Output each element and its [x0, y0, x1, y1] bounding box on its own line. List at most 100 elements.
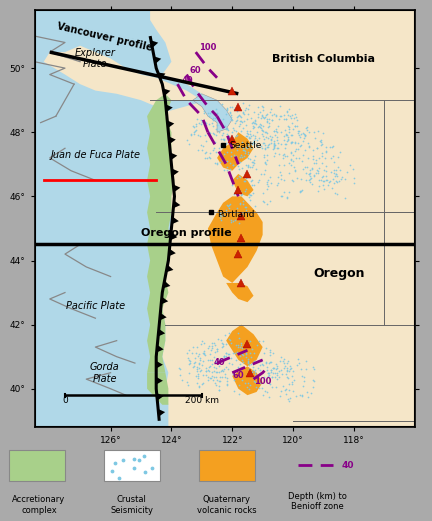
Point: [326, 177, 333, 185]
Point: [280, 359, 287, 367]
Point: [284, 194, 291, 202]
Point: [251, 139, 257, 147]
Polygon shape: [173, 201, 180, 208]
Point: [243, 132, 250, 141]
Point: [235, 171, 242, 180]
Point: [259, 126, 266, 134]
Point: [272, 383, 279, 391]
Point: [278, 128, 285, 136]
Point: [191, 362, 198, 370]
Point: [266, 122, 273, 130]
Point: [306, 166, 313, 174]
Point: [291, 139, 298, 147]
Point: [283, 364, 290, 372]
Point: [250, 373, 257, 381]
Polygon shape: [169, 249, 176, 256]
Point: [253, 382, 260, 391]
Text: Portland: Portland: [217, 210, 254, 219]
Point: [239, 138, 246, 146]
Point: [306, 128, 313, 136]
Point: [300, 129, 307, 138]
Point: [285, 134, 292, 143]
Point: [259, 144, 266, 152]
Point: [264, 184, 270, 193]
Point: [218, 135, 225, 143]
Point: [308, 389, 315, 397]
Point: [260, 373, 267, 381]
Point: [324, 176, 330, 184]
Point: [311, 159, 318, 167]
Point: [199, 337, 206, 345]
Point: [300, 130, 307, 139]
Point: [260, 103, 267, 111]
Polygon shape: [170, 232, 177, 240]
Point: [291, 122, 298, 130]
Point: [223, 374, 230, 382]
Point: [267, 139, 274, 147]
Point: [224, 377, 231, 385]
Point: [213, 147, 219, 156]
Polygon shape: [35, 10, 415, 427]
Point: [223, 139, 230, 147]
Point: [257, 361, 264, 369]
Polygon shape: [172, 168, 179, 176]
Point: [230, 160, 237, 169]
Point: [265, 176, 272, 184]
Point: [315, 182, 322, 191]
Point: [229, 360, 235, 368]
Point: [251, 377, 257, 386]
Point: [243, 115, 250, 123]
Point: [250, 119, 257, 128]
Point: [289, 371, 296, 380]
Point: [217, 212, 224, 220]
Point: [194, 363, 201, 371]
Point: [264, 363, 270, 371]
Point: [197, 366, 203, 375]
Point: [197, 340, 204, 348]
Point: [276, 366, 283, 375]
Point: [273, 128, 280, 136]
Point: [222, 349, 229, 357]
Point: [236, 333, 243, 342]
Point: [260, 391, 267, 399]
Point: [220, 129, 227, 137]
Point: [334, 171, 341, 180]
Point: [272, 369, 279, 377]
Point: [298, 140, 305, 148]
Point: [237, 187, 244, 195]
Point: [213, 368, 220, 376]
Point: [320, 180, 327, 189]
Point: [203, 367, 210, 375]
Point: [235, 390, 242, 399]
Point: [249, 189, 256, 197]
Point: [301, 163, 308, 171]
Point: [229, 116, 236, 124]
Point: [309, 376, 316, 384]
Point: [239, 109, 246, 117]
Point: [264, 178, 270, 186]
Point: [267, 351, 274, 359]
Point: [323, 146, 330, 155]
Point: [264, 129, 270, 138]
Point: [219, 115, 226, 123]
Point: [216, 128, 222, 137]
Point: [292, 113, 299, 121]
Point: [266, 359, 273, 367]
Point: [239, 164, 246, 172]
Point: [263, 388, 270, 396]
Point: [209, 344, 216, 353]
Point: [276, 102, 283, 110]
Point: [246, 337, 253, 345]
Point: [292, 109, 299, 118]
Point: [273, 364, 280, 373]
FancyBboxPatch shape: [199, 450, 255, 481]
Text: Juan de Fuca Plate: Juan de Fuca Plate: [51, 150, 140, 160]
Point: [283, 373, 290, 381]
Point: [311, 171, 318, 180]
Point: [213, 109, 220, 117]
Point: [266, 115, 273, 123]
Point: [204, 109, 211, 117]
Point: [250, 158, 257, 166]
Point: [210, 363, 217, 371]
Point: [210, 367, 217, 375]
